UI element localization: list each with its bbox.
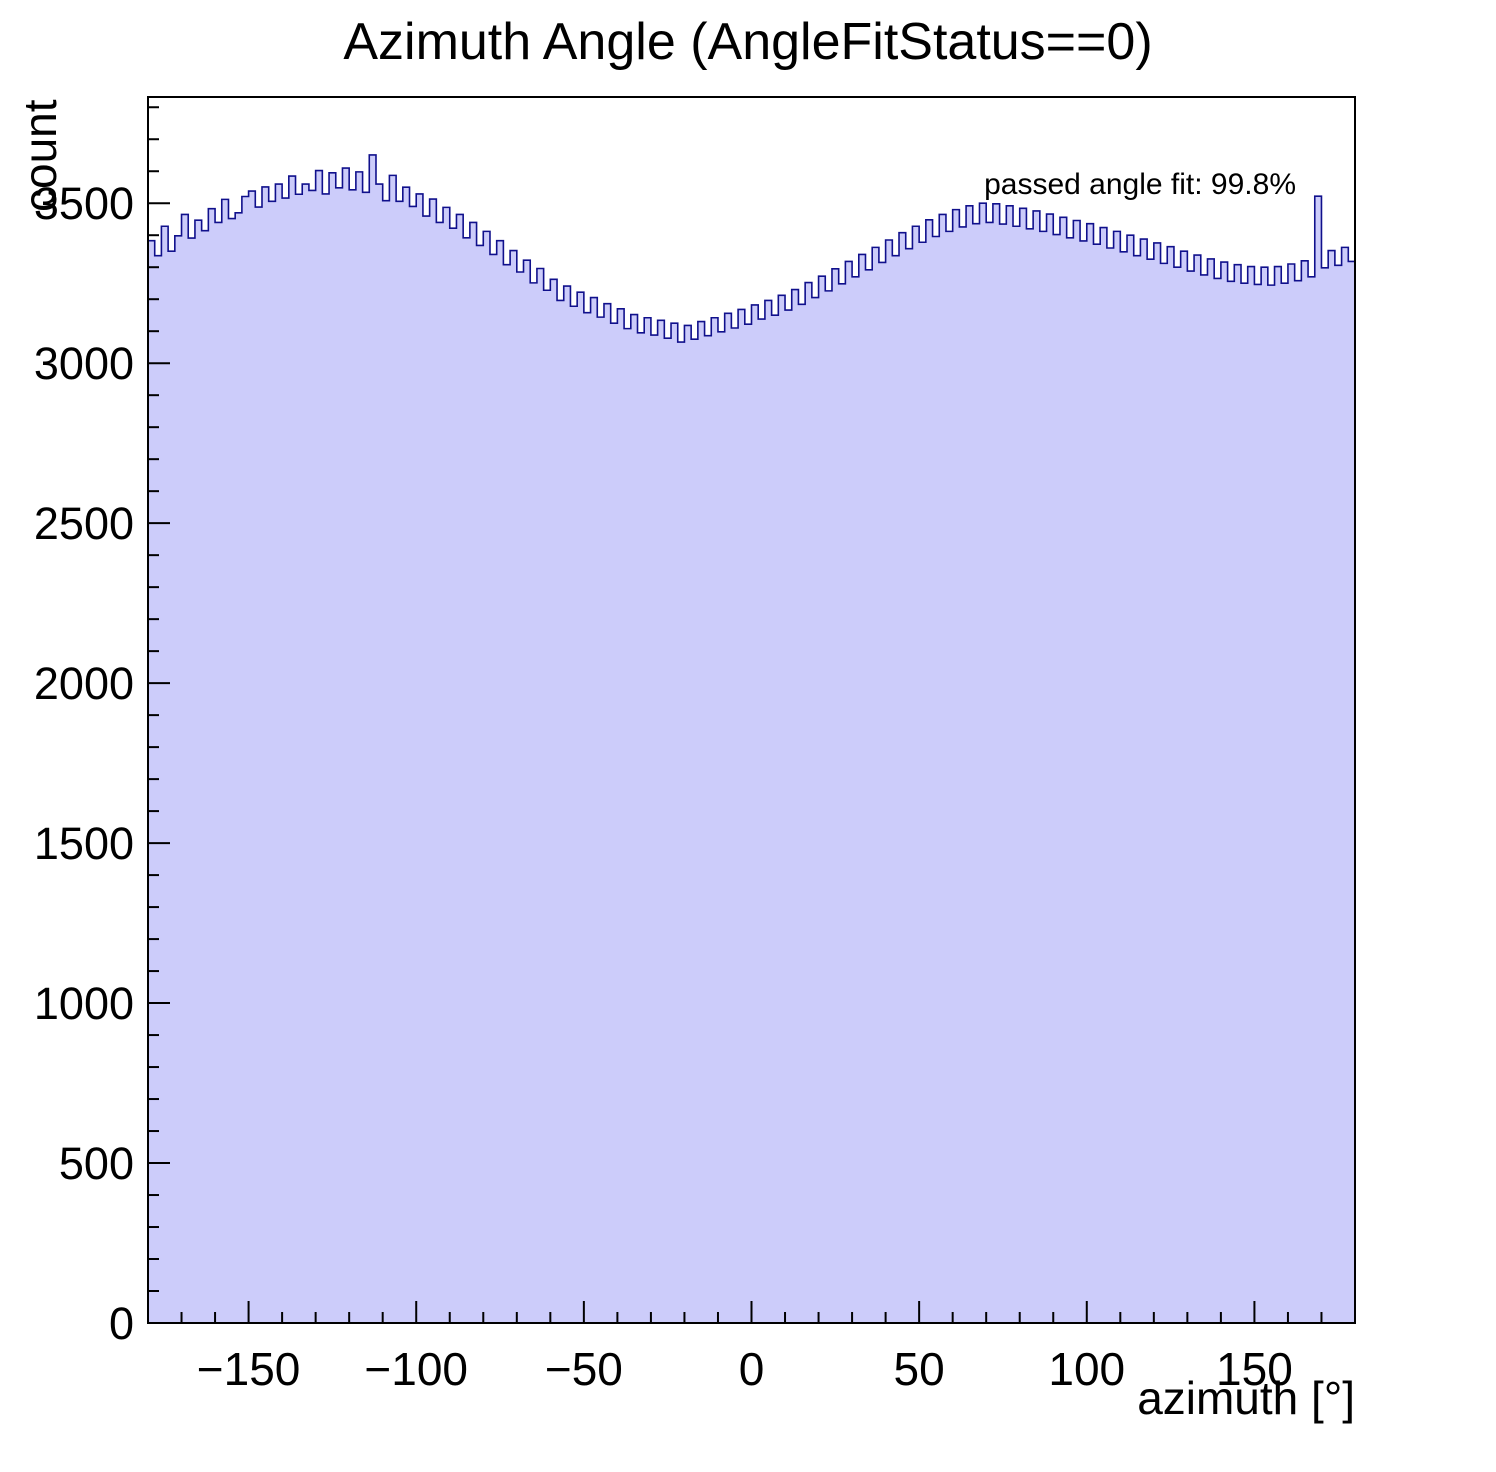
y-tick-label: 3000 xyxy=(34,338,134,389)
y-axis-title: count xyxy=(14,99,66,212)
histogram-series xyxy=(147,154,1356,1324)
y-tick-label: 1500 xyxy=(34,818,134,869)
y-tick-label: 0 xyxy=(109,1298,134,1349)
x-tick-label: −150 xyxy=(197,1343,301,1395)
x-tick-label: 100 xyxy=(1048,1343,1125,1395)
y-tick-label: 500 xyxy=(59,1138,134,1189)
annotation-passed-angle-fit: passed angle fit: 99.8% xyxy=(984,168,1296,201)
chart-title: Azimuth Angle (AngleFitStatus==0) xyxy=(343,13,1153,71)
x-axis-title: azimuth [°] xyxy=(1137,1372,1355,1424)
x-tick-label: −100 xyxy=(364,1343,468,1395)
x-tick-label: 150 xyxy=(1216,1343,1293,1395)
y-tick-label: 2500 xyxy=(34,498,134,549)
x-tick-label: 0 xyxy=(739,1343,765,1395)
y-tick-label: 1000 xyxy=(34,978,134,1029)
histogram-path xyxy=(147,154,1356,1324)
x-tick-label: −50 xyxy=(545,1343,623,1395)
y-tick-label: 2000 xyxy=(34,658,134,709)
x-tick-label: 50 xyxy=(894,1343,945,1395)
y-tick-label: 3500 xyxy=(34,178,134,229)
axes: −150 −100 −50 0 50 100 15005001000150020002500… xyxy=(34,96,1356,1395)
